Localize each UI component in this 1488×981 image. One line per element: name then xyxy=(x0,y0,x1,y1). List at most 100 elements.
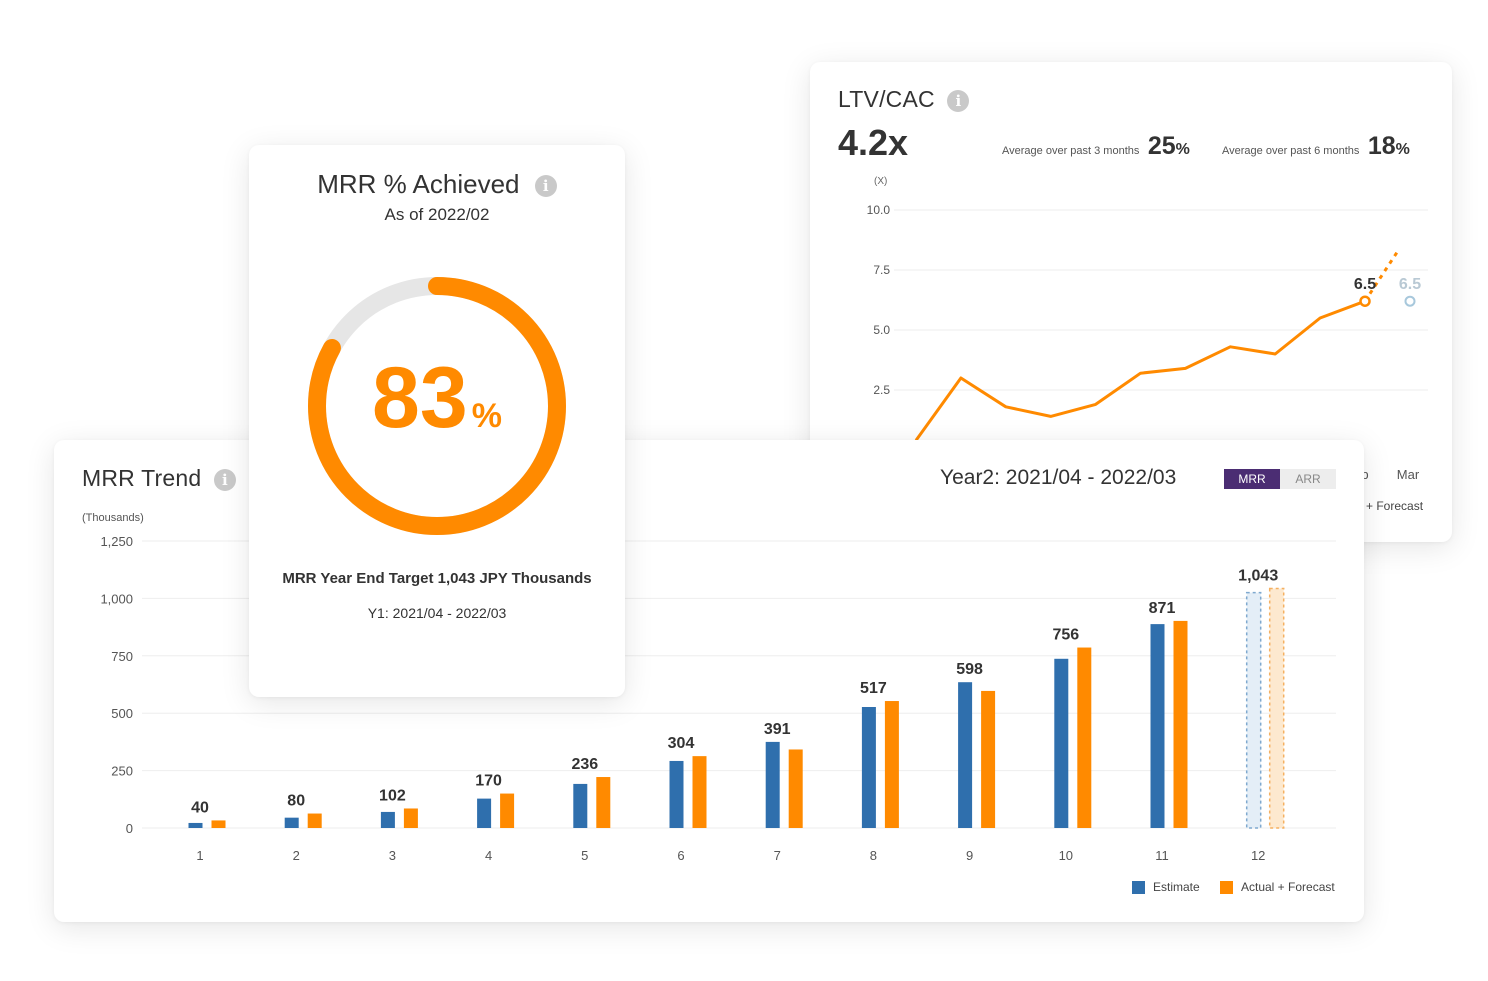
bar-actual xyxy=(307,813,322,828)
mrr-achieved-donut xyxy=(308,277,566,535)
avg6-block: Average over past 6 months 18% xyxy=(1222,132,1410,161)
ltv-x-label: b xyxy=(1361,467,1368,482)
bar-actual xyxy=(1173,620,1188,828)
ltv-x-label: Mar xyxy=(1397,467,1420,482)
ltv-y-tick-label: 7.5 xyxy=(873,263,890,277)
avg3-unit: % xyxy=(1175,141,1190,158)
info-icon[interactable]: i xyxy=(213,468,236,491)
trend-x-tick-label: 3 xyxy=(389,848,396,863)
donut-percent: 83 xyxy=(372,350,468,446)
trend-x-tick-label: 2 xyxy=(293,848,300,863)
trend-y-tick-label: 750 xyxy=(111,649,133,664)
bar-actual xyxy=(884,701,899,828)
trend-x-tick-label: 9 xyxy=(966,848,973,863)
bar-actual xyxy=(500,793,515,828)
ltv-last-point-label: 6.5 xyxy=(1354,276,1376,293)
trend-x-tick-label: 10 xyxy=(1059,848,1073,863)
avg3-value: 25 xyxy=(1147,132,1176,160)
trend-y-tick-label: 1,000 xyxy=(100,591,133,606)
mrr-arr-toggle: MRR ARR xyxy=(1224,469,1336,489)
bar-data-label: 756 xyxy=(1052,627,1079,644)
mrr-achieved-as-of: As of 2022/02 xyxy=(384,205,490,224)
bar-data-label: 598 xyxy=(956,661,983,678)
mrr-trend-title-row: MRR Trend i xyxy=(82,465,236,492)
bar-estimate xyxy=(477,798,492,828)
trend-x-tick-label: 12 xyxy=(1251,848,1265,863)
bar-estimate xyxy=(573,783,588,828)
bar-data-label: 236 xyxy=(571,756,598,773)
ltv-estimate-point xyxy=(1404,295,1416,307)
ltv-y-unit: (X) xyxy=(874,176,887,187)
ltv-cac-chart: (X) 10.0 7.5 5.0 2.5 6.5 6.5 b Mar xyxy=(867,176,1428,482)
trend-y-tick-label: 1,250 xyxy=(100,534,133,549)
mrr-period: Y1: 2021/04 - 2022/03 xyxy=(367,605,507,621)
ltv-estimate-point-label: 6.5 xyxy=(1399,276,1421,293)
mrr-achieved-title: MRR % Achieved xyxy=(317,169,520,199)
bar-actual xyxy=(692,756,707,828)
bar-actual xyxy=(981,690,996,828)
legend-actual-swatch xyxy=(1220,881,1233,894)
bar-estimate-forecast xyxy=(1245,591,1262,829)
legend-actual-label: Actual + Forecast xyxy=(1241,880,1335,894)
avg6-unit: % xyxy=(1395,141,1410,158)
bar-actual-forecast xyxy=(1268,587,1285,829)
bar-data-label: 517 xyxy=(860,680,887,697)
bar-estimate xyxy=(861,707,876,828)
trend-x-tick-label: 6 xyxy=(677,848,684,863)
bar-estimate xyxy=(1150,624,1165,828)
legend-estimate-label: Estimate xyxy=(1153,880,1200,894)
bar-data-label: 871 xyxy=(1149,600,1176,617)
trend-x-tick-label: 4 xyxy=(485,848,492,863)
avg3-label: Average over past 3 months xyxy=(1002,145,1140,157)
bar-data-label: 102 xyxy=(379,787,406,804)
bar-estimate xyxy=(958,682,973,828)
trend-x-tick-label: 1 xyxy=(196,848,203,863)
mrr-target-text: MRR Year End Target 1,043 JPY Thousands xyxy=(282,570,592,587)
ltv-y-tick-label: 5.0 xyxy=(873,323,890,337)
bar-data-label: 40 xyxy=(191,799,209,816)
toggle-mrr[interactable]: MRR xyxy=(1224,469,1280,489)
ltv-legend-forecast: + Forecast xyxy=(1366,499,1424,513)
bar-actual xyxy=(596,777,611,828)
trend-x-tick-label: 11 xyxy=(1155,848,1169,863)
bar-actual xyxy=(1077,647,1092,828)
trend-x-tick-label: 8 xyxy=(870,848,877,863)
ltv-cac-title-row: LTV/CAC i xyxy=(838,86,970,113)
bar-estimate xyxy=(1054,658,1069,828)
bar-actual xyxy=(403,808,418,828)
bar-estimate xyxy=(380,811,395,828)
bar-estimate xyxy=(284,817,299,828)
mrr-trend-period: Year2: 2021/04 - 2022/03 xyxy=(940,466,1177,489)
bar-data-label: 170 xyxy=(475,773,502,790)
ltv-y-tick-label: 2.5 xyxy=(873,383,890,397)
toggle-arr[interactable]: ARR xyxy=(1280,469,1336,489)
ltv-last-point xyxy=(1359,295,1371,307)
bar-estimate xyxy=(765,741,780,828)
trend-y-tick-label: 500 xyxy=(111,706,133,721)
mrr-achieved-title-row: MRR % Achieved i xyxy=(249,169,625,200)
ltv-forecast-line xyxy=(1363,249,1400,303)
bar-data-label: 304 xyxy=(668,735,695,752)
legend-estimate-swatch xyxy=(1132,881,1145,894)
bar-actual xyxy=(211,820,226,828)
trend-y-tick-label: 0 xyxy=(126,821,133,836)
bar-actual xyxy=(788,749,803,828)
bar-estimate xyxy=(188,822,203,828)
avg6-value: 18 xyxy=(1367,132,1396,160)
ltv-cac-title: LTV/CAC xyxy=(838,86,935,112)
donut-center-label: 83% xyxy=(249,355,625,441)
info-icon[interactable]: i xyxy=(534,175,557,198)
bar-estimate xyxy=(669,760,684,828)
trend-x-tick-label: 5 xyxy=(581,848,588,863)
bar-data-label: 391 xyxy=(764,721,791,738)
donut-progress-arc xyxy=(308,277,566,535)
ltv-cac-value: 4.2x xyxy=(838,122,909,163)
mrr-trend-title: MRR Trend xyxy=(82,465,202,491)
trend-x-tick-label: 7 xyxy=(774,848,781,863)
trend-y-unit: (Thousands) xyxy=(82,512,144,524)
avg3-block: Average over past 3 months 25% xyxy=(1002,132,1190,161)
trend-y-tick-label: 250 xyxy=(111,764,133,779)
ltv-series-line xyxy=(914,299,1366,442)
info-icon[interactable]: i xyxy=(947,89,970,112)
mrr-achieved-card: MRR % Achieved i As of 2022/02 83% MRR Y… xyxy=(249,145,625,697)
